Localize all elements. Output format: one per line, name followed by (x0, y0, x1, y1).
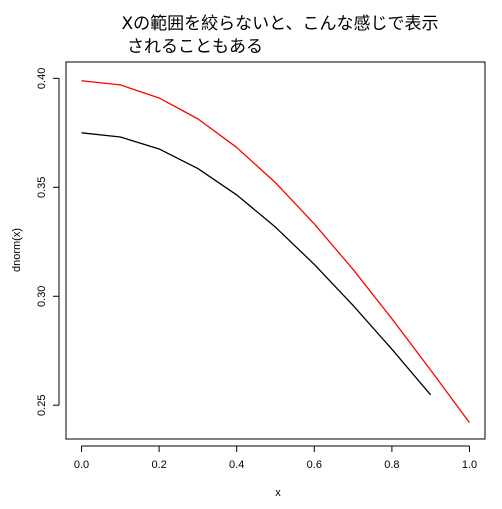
series-layer (81, 80, 471, 424)
series-line-2 (81, 80, 471, 424)
plot-area-frame (65, 61, 486, 440)
x-tick-label: 0.8 (384, 459, 399, 471)
y-tick-label: 0.40 (36, 68, 48, 89)
chart-title-line-2: されることもある (127, 37, 263, 57)
x-tick-label: 0.0 (74, 459, 89, 471)
y-tick-label: 0.35 (36, 177, 48, 198)
y-tick-label: 0.25 (36, 395, 48, 416)
chart-title-line-1: Xの範囲を絞らないと、こんな感じで表示 (122, 14, 439, 34)
x-tick-label: 0.6 (307, 459, 322, 471)
series-line-1 (81, 132, 432, 396)
x-tick-label: 0.2 (151, 459, 166, 471)
y-axis: 0.25 0.30 0.35 0.40 (36, 68, 60, 416)
y-axis-label: dnorm(x) (11, 228, 23, 272)
y-tick-label: 0.30 (36, 286, 48, 307)
x-axis-label: x (275, 487, 281, 499)
x-axis: 0.0 0.2 0.4 0.6 0.8 1.0 (74, 445, 477, 471)
x-tick-label: 1.0 (462, 459, 477, 471)
x-tick-label: 0.4 (229, 459, 244, 471)
